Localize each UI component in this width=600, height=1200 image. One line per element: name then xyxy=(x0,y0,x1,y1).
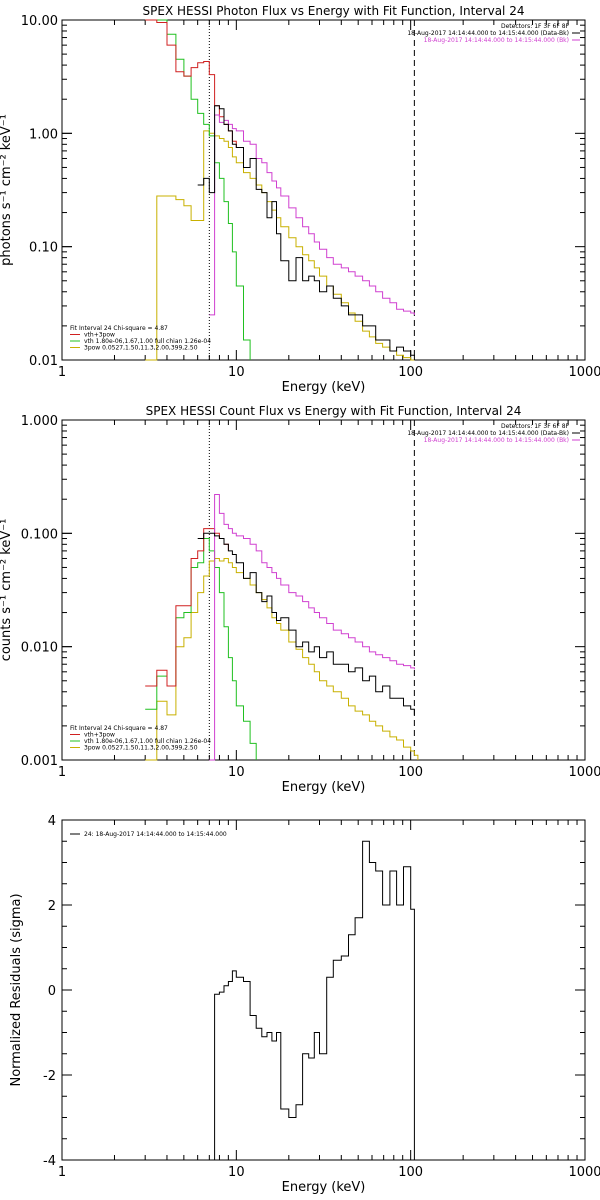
x-tick-label: 1 xyxy=(58,365,66,380)
y-tick-label: 0.10 xyxy=(29,241,58,256)
x-axis-label: Energy (keV) xyxy=(282,780,366,795)
legend-bottom-entry: Fit Interval 24 Chi-square = 4.87 xyxy=(70,325,168,332)
y-tick-label: 10.00 xyxy=(21,14,58,29)
y-tick-label: 0.001 xyxy=(21,754,58,769)
legend-bottom-entry: vth 1.80e-06,1.67,1.00 full chian 1.26e-… xyxy=(84,738,211,745)
y-axis-label: Normalized Residuals (sigma) xyxy=(9,893,24,1086)
y-axis-label: photons s⁻¹ cm⁻² keV⁻¹ xyxy=(0,114,14,266)
legend-top-entry: 18-Aug-2017 14:14:44.000 to 14:15:44.000… xyxy=(424,437,569,444)
legend-top-entry: 18-Aug-2017 14:14:44.000 to 14:15:44.000… xyxy=(424,37,569,44)
legend-bottom-entry: 3pow 0.0527,1.50,11.3,2.00,399,2.50 xyxy=(84,745,198,752)
legend-top-entry: 18-Aug-2017 14:14:44.000 to 14:15:44.000… xyxy=(407,430,569,437)
series-line-0 xyxy=(209,840,415,1161)
chart-panel-2: 1 10 100 1000 0.001 0.010 0.100 1.000 SPEX HESSI… xyxy=(0,404,600,795)
legend-top-entry: 18-Aug-2017 14:14:44.000 to 14:15:44.000… xyxy=(407,30,569,37)
x-tick-label: 1000 xyxy=(568,765,600,780)
x-tick-label: 1000 xyxy=(568,1165,600,1180)
series-line-0 xyxy=(197,105,415,360)
x-axis-label: Energy (keV) xyxy=(282,1180,366,1195)
plot-frame xyxy=(61,19,586,361)
chart-title: SPEX HESSI Count Flux vs Energy with Fit… xyxy=(146,404,522,418)
x-tick-label: 100 xyxy=(398,1165,423,1180)
plot-frame xyxy=(61,819,586,1161)
y-tick-label: 0 xyxy=(48,984,56,999)
y-tick-label: -2 xyxy=(43,1069,56,1084)
x-tick-label: 1 xyxy=(58,765,66,780)
x-tick-label: 1000 xyxy=(568,365,600,380)
legend-top-entry: Detectors: 1F 3F 6F 8F xyxy=(501,423,570,430)
y-tick-label: 2 xyxy=(48,899,56,914)
x-axis-label: Energy (keV) xyxy=(282,380,366,395)
x-tick-label: 100 xyxy=(398,365,423,380)
y-tick-label: 1.000 xyxy=(21,414,58,429)
legend-bottom-entry: vth 1.80e-06,1.67,1.00 full chian 1.26e-… xyxy=(84,338,211,345)
series-line-2 xyxy=(145,528,229,687)
legend-bottom-entry: Fit Interval 24 Chi-square = 4.87 xyxy=(70,725,168,732)
chart-panel-3: 1 10 100 1000 -4 -2 0 2 4 Energy (keV) Normalized … xyxy=(9,814,600,1195)
legend-bottom-entry: 3pow 0.0527,1.50,11.3,2.00,399,2.50 xyxy=(84,345,198,352)
x-tick-label: 100 xyxy=(398,765,423,780)
chart-panel-1: 1 10 100 1000 0.01 0.10 1.00 10.00 SPEX HESSI Ph… xyxy=(0,4,600,395)
series-line-3 xyxy=(145,19,251,360)
x-tick-label: 10 xyxy=(228,1165,245,1180)
x-tick-label: 1 xyxy=(58,1165,66,1180)
legend-top-entry: Detectors: 1F 3F 6F 8F xyxy=(501,23,570,30)
y-axis-label: counts s⁻¹ cm⁻² keV⁻¹ xyxy=(0,519,14,662)
y-tick-label: 0.100 xyxy=(21,527,58,542)
x-tick-label: 10 xyxy=(228,765,245,780)
series-line-1 xyxy=(209,114,415,316)
legend-top-entry: 24: 18-Aug-2017 14:14:44.000 to 14:15:44… xyxy=(84,831,227,838)
x-tick-label: 10 xyxy=(228,365,245,380)
legend-bottom-entry: vth+3pow xyxy=(84,332,115,339)
y-tick-label: 1.00 xyxy=(29,127,58,142)
y-tick-label: 4 xyxy=(48,814,56,829)
y-tick-label: 0.010 xyxy=(21,641,58,656)
series-line-0 xyxy=(197,532,415,715)
y-tick-label: -4 xyxy=(43,1154,56,1169)
series-line-1 xyxy=(209,494,415,761)
y-tick-label: 0.01 xyxy=(29,354,58,369)
series-line-4 xyxy=(145,558,419,761)
legend-bottom-entry: vth+3pow xyxy=(84,732,115,739)
plot-frame xyxy=(61,419,586,761)
chart-title: SPEX HESSI Photon Flux vs Energy with Fi… xyxy=(143,4,525,18)
